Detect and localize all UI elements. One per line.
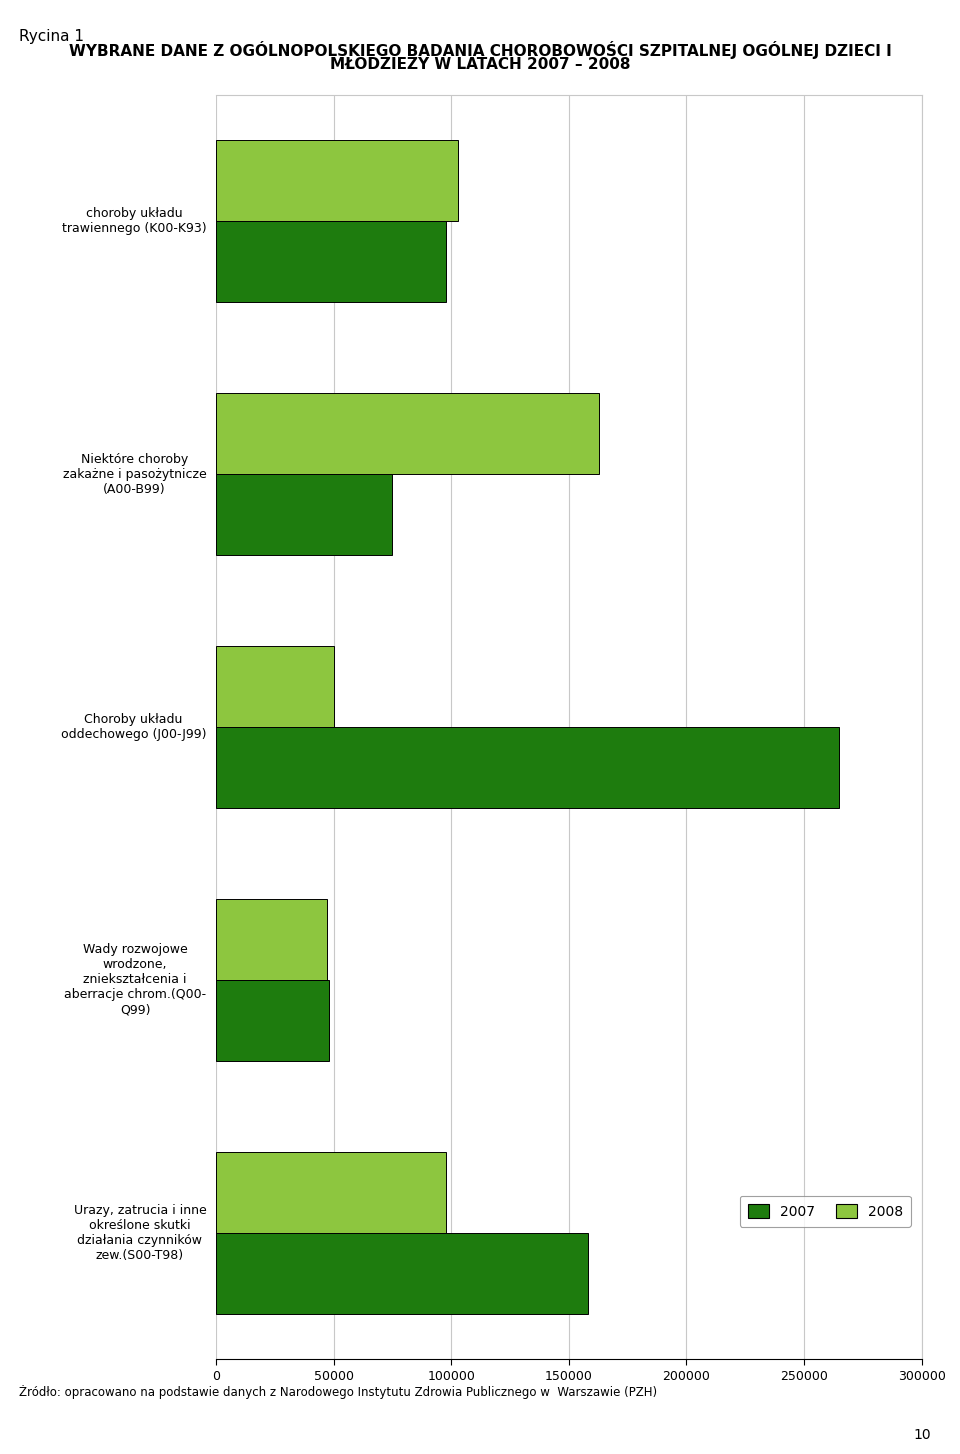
Bar [216, 1233, 588, 1314]
Text: Żródło: opracowano na podstawie danych z Narodowego Instytutu Zdrowia Publiczneg: Żródło: opracowano na podstawie danych z… [19, 1384, 658, 1399]
Text: 10: 10 [914, 1428, 931, 1442]
Bar [216, 474, 393, 555]
Bar [216, 140, 458, 221]
Text: MŁODZIEŻY W LATACH 2007 – 2008: MŁODZIEŻY W LATACH 2007 – 2008 [329, 57, 631, 71]
Bar [216, 646, 334, 727]
Bar [216, 221, 446, 302]
Bar [216, 980, 329, 1061]
Legend: 2007, 2008: 2007, 2008 [739, 1195, 911, 1227]
Bar [216, 899, 326, 980]
Bar [216, 727, 839, 808]
Bar [216, 1152, 446, 1233]
Bar [216, 393, 599, 474]
Text: WYBRANE DANE Z OGÓLNOPOLSKIEGO BADANIA CHOROBOWOŚCI SZPITALNEJ OGÓLNEJ DZIECI I: WYBRANE DANE Z OGÓLNOPOLSKIEGO BADANIA C… [68, 41, 892, 58]
Text: Rycina 1: Rycina 1 [19, 29, 84, 44]
